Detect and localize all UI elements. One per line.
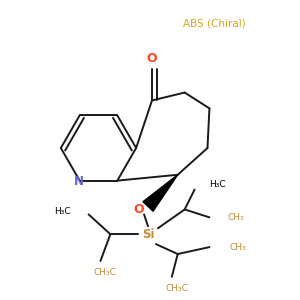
Text: CH₃: CH₃ xyxy=(227,213,244,222)
Text: H₃C: H₃C xyxy=(54,207,71,216)
Text: Si: Si xyxy=(142,228,154,241)
Polygon shape xyxy=(143,175,178,211)
Text: CH₃C: CH₃C xyxy=(165,284,188,293)
Text: CH₃C: CH₃C xyxy=(94,268,117,278)
Text: H₃C: H₃C xyxy=(209,180,226,189)
Text: ABS (Chiral): ABS (Chiral) xyxy=(183,18,246,28)
Text: CH₃: CH₃ xyxy=(229,243,246,252)
Text: O: O xyxy=(134,203,144,216)
Text: O: O xyxy=(147,52,157,65)
Text: N: N xyxy=(74,175,84,188)
